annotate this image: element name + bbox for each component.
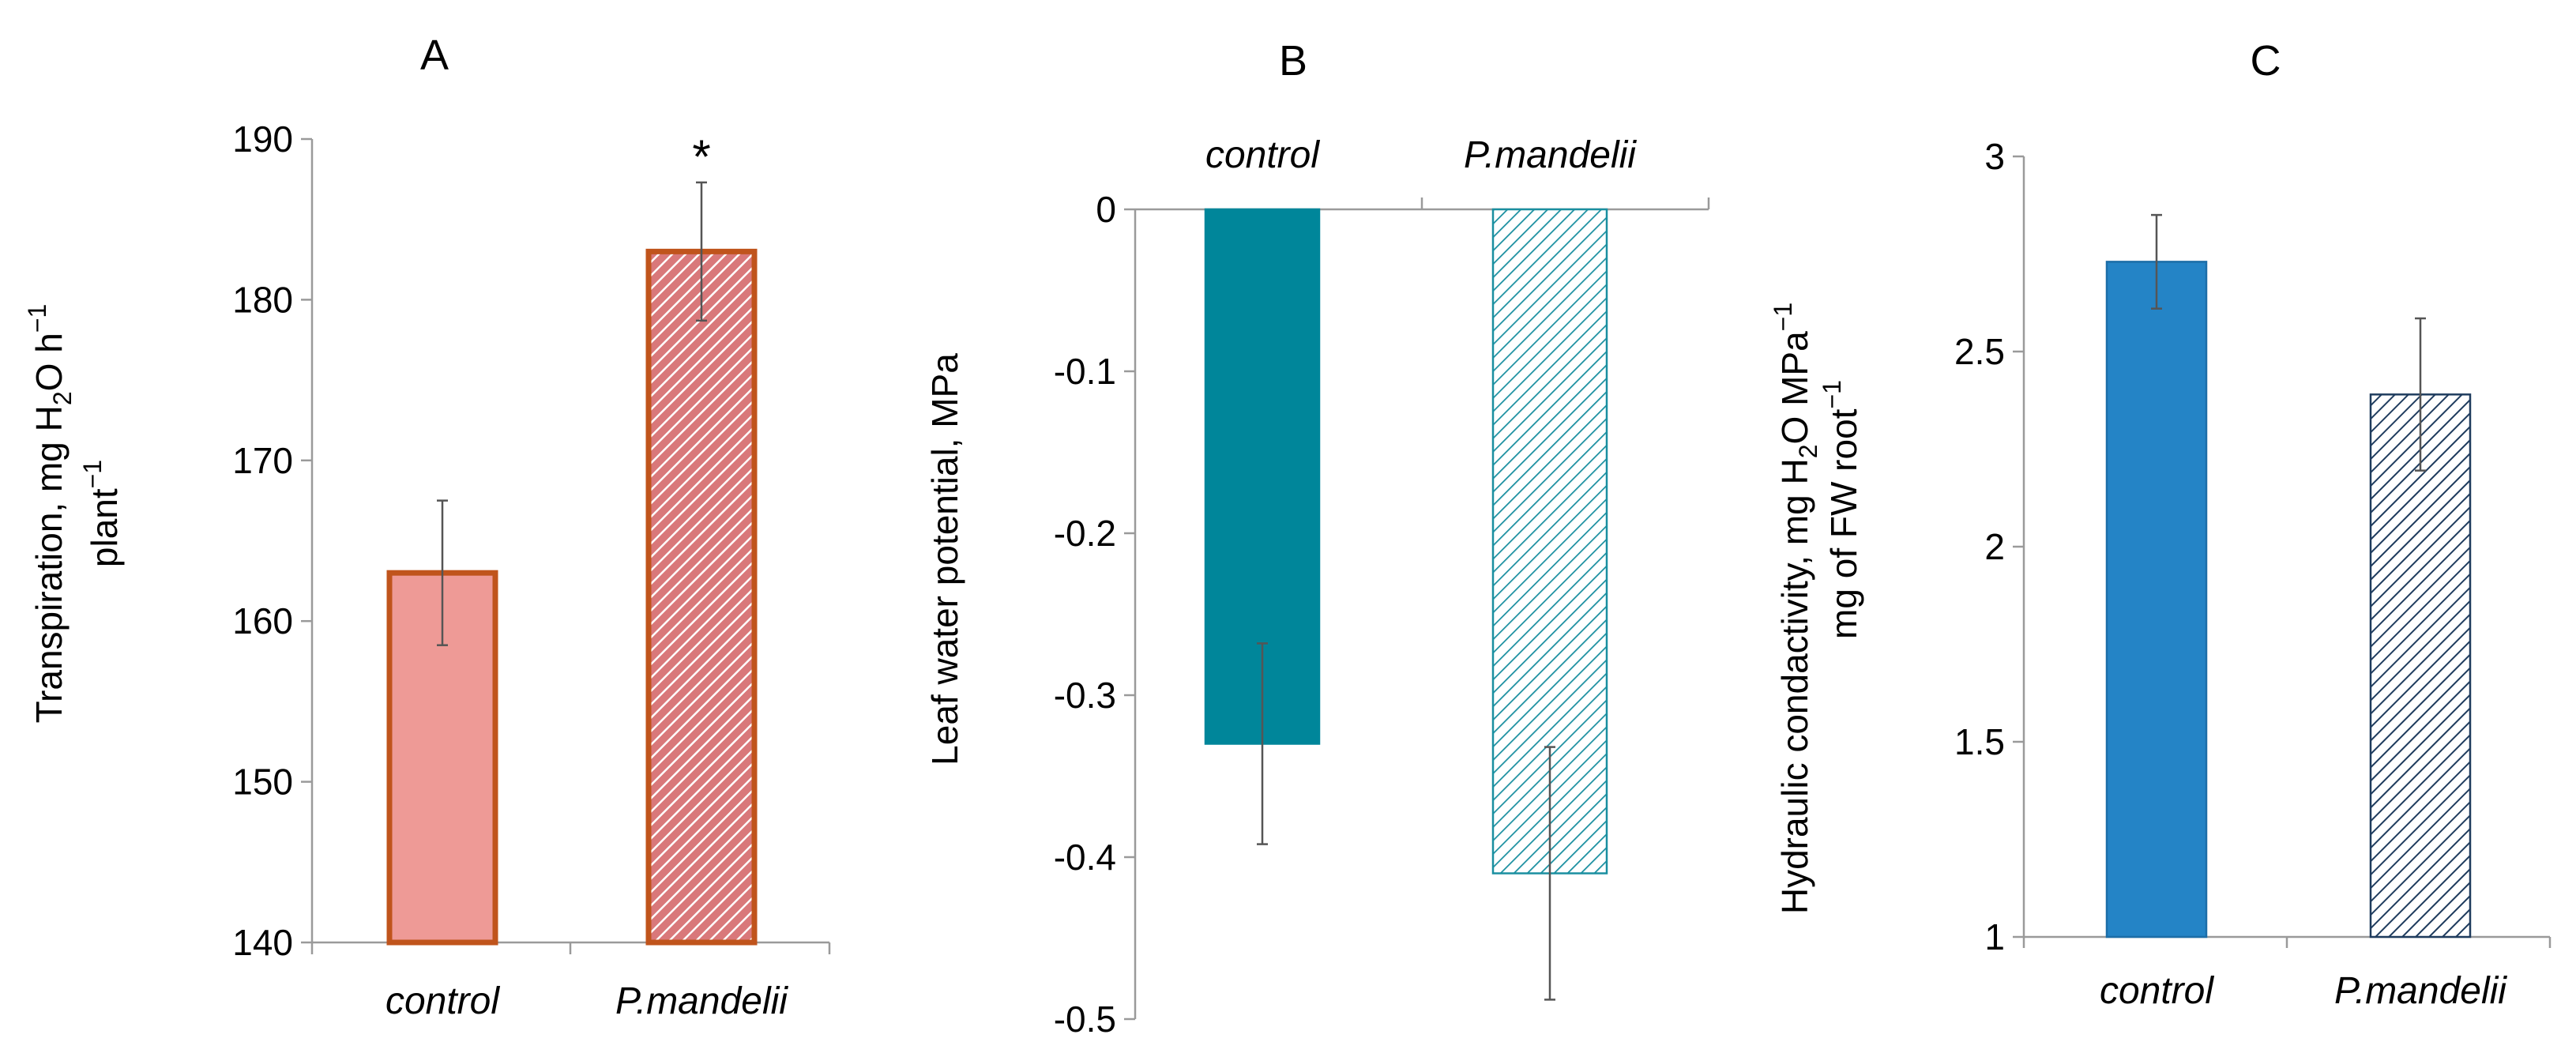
y-tick-label: 160 [232, 600, 293, 641]
y-tick-label: 1.5 [1954, 721, 2005, 762]
y-tick-label: 150 [232, 762, 293, 803]
panel-c-y-label: Hydraulic condactivity, mg H2O MPa−1 [1769, 303, 1822, 914]
y-tick-label: 2.5 [1954, 331, 2005, 372]
panel-a-y-label-part: Transpiration, mg H [28, 405, 70, 723]
y-tick-label: -0.5 [1054, 999, 1116, 1040]
panel-b-category-label: control [1205, 134, 1320, 176]
bar-p-mandelii [2369, 393, 2472, 939]
y-tick-label: 140 [232, 922, 293, 963]
panel-c-y-label-part: O MPa [1774, 331, 1815, 445]
panel-c-title: C [2251, 37, 2281, 85]
y-tick-label: -0.4 [1054, 837, 1116, 878]
panel-a-y-label-line2: plant−1 [78, 460, 125, 567]
y-tick-label: 2 [1984, 526, 2005, 567]
panel-a-category-label: P.mandelii [615, 980, 788, 1022]
panel-c-y-label-sup: −1 [1818, 380, 1846, 408]
panel-c-y-label-sup: −1 [1769, 303, 1797, 331]
bar-p-mandelii [645, 248, 758, 946]
panel-b-title: B [1279, 37, 1307, 85]
panel-b: B Leaf water potential, MPa 0 -0.1 -0.2 -0.… [924, 37, 1710, 1040]
y-tick-label: 0 [1096, 189, 1116, 230]
y-tick-label: 190 [232, 118, 293, 160]
panel-c: C Hydraulic condactivity, mg H2O MPa−1 m… [1769, 37, 2552, 1012]
panel-a: A Transpiration, mg H2O h−1 plant−1 1401… [23, 32, 831, 1022]
bar-control [2105, 261, 2208, 939]
y-tick-label: 170 [232, 440, 293, 481]
panel-c-category-label: control [2100, 970, 2214, 1012]
panel-a-title: A [420, 32, 449, 79]
y-tick-label: -0.3 [1054, 675, 1116, 716]
panel-a-y-label-part: O h [28, 333, 70, 391]
y-tick-label: 3 [1984, 136, 2005, 177]
y-tick-label: 180 [232, 279, 293, 320]
panel-c-y-label-line2: mg of FW root−1 [1818, 380, 1864, 639]
panel-c-category-label: P.mandelii [2334, 970, 2507, 1012]
panel-c-y-label-sub: 2 [1794, 444, 1822, 458]
significance-marker: * [692, 130, 710, 183]
panel-b-y-label: Leaf water potential, MPa [924, 353, 965, 765]
panel-c-y-label-part: Hydraulic condactivity, mg H [1774, 458, 1815, 914]
panel-a-y-label-sub: 2 [48, 391, 77, 405]
y-tick-label: 1 [1984, 916, 2005, 957]
panel-a-y-label-sup: −1 [23, 304, 51, 333]
panel-a-category-label: control [385, 980, 500, 1022]
y-tick-label: -0.2 [1054, 513, 1116, 554]
y-tick-label: -0.1 [1054, 351, 1116, 392]
panel-a-y-label-sup: −1 [78, 460, 107, 488]
panel-c-y-label-part: mg of FW root [1823, 408, 1864, 639]
panel-a-y-label: Transpiration, mg H2O h−1 [23, 304, 77, 724]
panel-b-category-label: P.mandelii [1464, 134, 1637, 176]
panel-a-y-label-part: plant [84, 488, 125, 567]
